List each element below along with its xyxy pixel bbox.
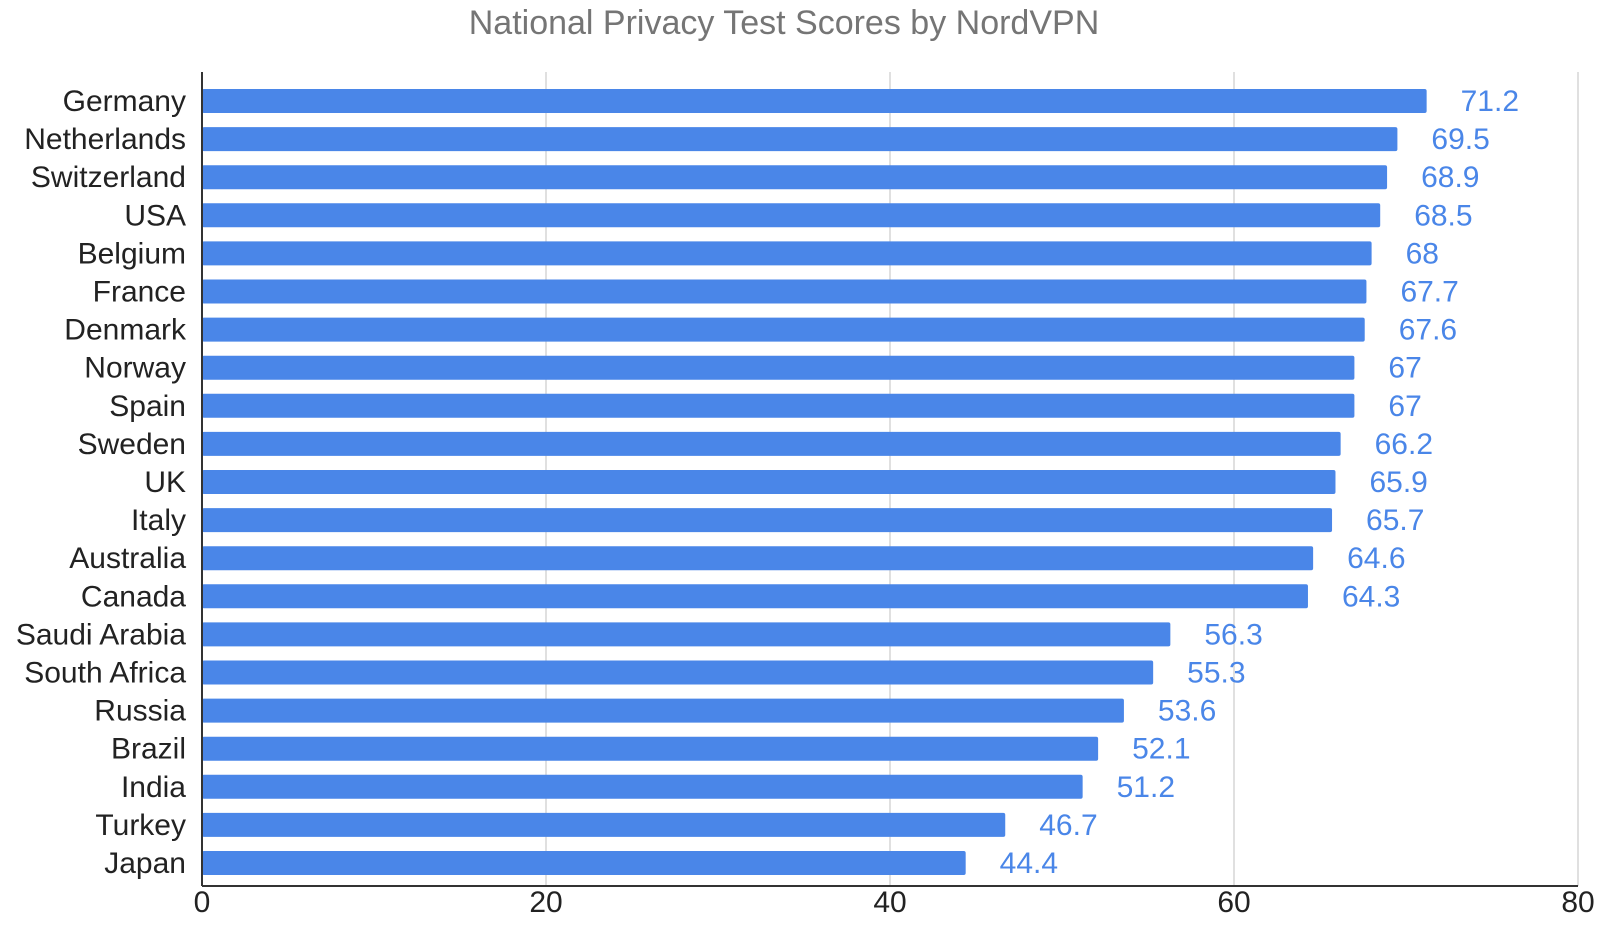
x-tick-label: 0 [194,886,211,919]
bar-canada [202,584,1308,609]
bar-russia [202,698,1124,723]
value-label: 71.2 [1461,85,1519,118]
bar-norway [202,355,1355,380]
category-label: UK [144,466,186,499]
value-label: 68.5 [1414,199,1472,232]
bar-usa [202,203,1381,228]
x-tick-label: 80 [1561,886,1594,919]
value-label: 68.9 [1421,161,1479,194]
bar-netherlands [202,127,1398,152]
value-label: 69.5 [1431,123,1489,156]
x-tick-labels: 0 20 40 60 80 [194,886,1595,919]
category-label: Saudi Arabia [16,618,186,651]
category-labels: Germany Netherlands Switzerland USA Belgium F… [16,85,187,880]
category-label: Canada [81,580,186,613]
category-label: Sweden [78,428,186,461]
category-label: Germany [63,85,186,118]
category-label: India [121,771,186,804]
value-label: 66.2 [1375,428,1433,461]
bar-south-africa [202,660,1154,685]
category-label: France [93,276,186,309]
value-label: 68 [1406,237,1439,270]
category-label: USA [124,199,186,232]
bar-sweden [202,431,1341,456]
x-tick-label: 20 [529,886,562,919]
category-label: Italy [131,504,186,537]
x-tick-label: 40 [873,886,906,919]
category-label: Norway [84,352,186,385]
bar-australia [202,546,1314,571]
value-label: 44.4 [1000,847,1058,880]
bar-saudi-arabia [202,622,1171,647]
bar-brazil [202,736,1099,761]
value-label: 53.6 [1158,695,1216,728]
value-label: 55.3 [1187,657,1245,690]
category-label: Denmark [64,314,187,347]
chart-title: National Privacy Test Scores by NordVPN [469,4,1100,42]
value-label: 46.7 [1039,809,1097,842]
category-label: Brazil [111,733,186,766]
category-label: South Africa [24,657,186,690]
x-tick-label: 60 [1217,886,1250,919]
bar-turkey [202,812,1006,837]
bar-switzerland [202,165,1388,190]
bar-france [202,279,1367,304]
value-label: 65.7 [1366,504,1424,537]
bar-belgium [202,241,1372,266]
category-label: Australia [69,542,186,575]
value-label: 64.6 [1347,542,1405,575]
category-label: Netherlands [24,123,186,156]
value-label: 67 [1388,352,1421,385]
value-label: 67.6 [1399,314,1457,347]
value-label: 52.1 [1132,733,1190,766]
value-label: 56.3 [1204,618,1262,651]
bar-germany [202,89,1427,113]
category-label: Belgium [78,237,186,270]
bar-japan [202,851,966,875]
category-label: Japan [104,847,186,880]
bar-denmark [202,317,1365,342]
value-label: 67 [1388,390,1421,423]
bar-italy [202,508,1333,533]
category-label: Turkey [95,809,186,842]
value-label: 67.7 [1400,276,1458,309]
category-label: Switzerland [31,161,186,194]
category-label: Russia [94,695,186,728]
bar-uk [202,470,1336,494]
category-label: Spain [109,390,186,423]
bars [202,89,1427,875]
value-label: 64.3 [1342,580,1400,613]
bar-spain [202,393,1355,418]
value-label: 65.9 [1369,466,1427,499]
value-label: 51.2 [1117,771,1175,804]
bar-india [202,774,1083,799]
value-labels: 71.2 69.5 68.9 68.5 68 67.7 67.6 67 67 66.2 65.9 65… [1000,85,1519,880]
